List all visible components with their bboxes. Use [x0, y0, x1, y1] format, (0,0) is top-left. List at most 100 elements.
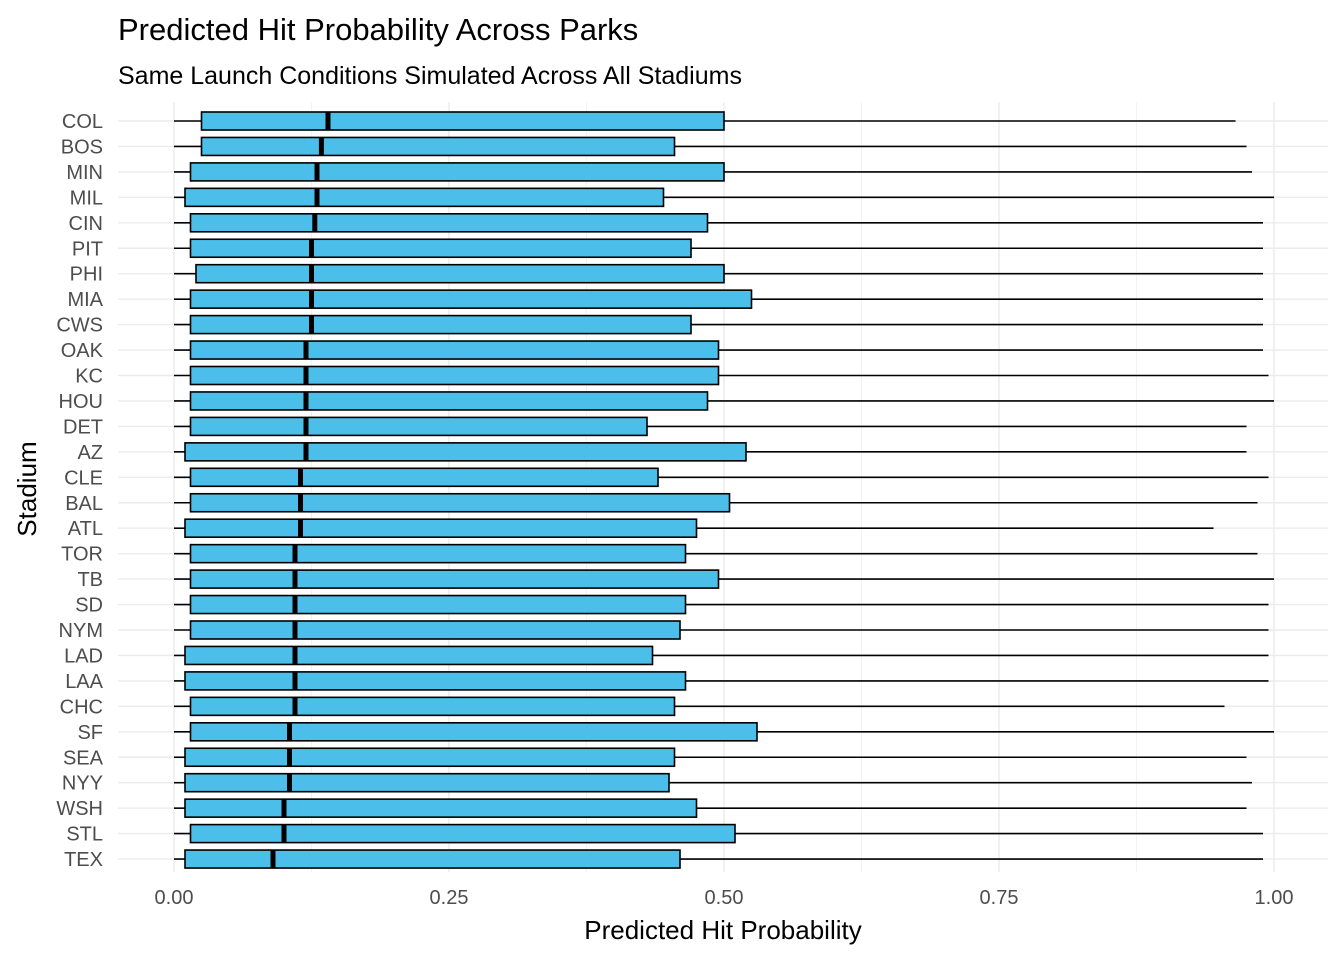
iqr-box	[189, 213, 709, 233]
y-tick-label: CHC	[60, 696, 103, 718]
iqr-box	[184, 442, 747, 462]
box-oak	[174, 340, 1263, 360]
box-det	[174, 416, 1247, 437]
y-tick-label: MIA	[67, 289, 103, 311]
y-tick-label: TOR	[61, 544, 103, 566]
iqr-box	[200, 111, 725, 131]
y-tick-label: WSH	[56, 798, 103, 820]
iqr-box	[189, 365, 720, 386]
iqr-box	[184, 849, 681, 869]
iqr-box	[189, 721, 758, 742]
box-sf	[174, 721, 1274, 742]
iqr-box	[189, 162, 725, 182]
y-tick-label: CIN	[69, 213, 103, 235]
box-tex	[174, 849, 1263, 869]
y-tick-label: CWS	[56, 315, 103, 337]
box-tor	[174, 543, 1258, 564]
x-axis-tick-labels: 0.00 0.25 0.50 0.75 1.00	[155, 887, 1294, 909]
box-bos	[174, 136, 1247, 157]
y-tick-label: MIL	[70, 187, 103, 209]
box-phi	[174, 263, 1263, 284]
x-tick-label: 0.25	[430, 887, 469, 909]
x-tick-label: 0.75	[980, 887, 1019, 909]
y-tick-label: BOS	[61, 136, 103, 158]
y-tick-label: NYM	[59, 620, 103, 642]
iqr-box	[189, 492, 731, 513]
iqr-box	[189, 314, 692, 335]
box-lad	[174, 645, 1269, 666]
box-laa	[174, 671, 1269, 691]
box-az	[174, 442, 1247, 462]
chart-title: Predicted Hit Probability Across Parks	[118, 12, 638, 47]
iqr-box	[184, 798, 698, 818]
iqr-box	[184, 747, 676, 768]
iqr-box	[195, 263, 725, 284]
y-tick-label: CLE	[64, 467, 103, 489]
y-tick-label: SF	[77, 722, 103, 744]
iqr-box	[184, 772, 670, 793]
box-cle	[174, 467, 1269, 488]
y-tick-label: AZ	[77, 442, 103, 464]
iqr-box	[184, 187, 665, 208]
box-tb	[174, 569, 1274, 589]
y-tick-label: STL	[66, 824, 103, 846]
iqr-box	[189, 391, 709, 411]
box-sd	[174, 594, 1269, 615]
box-pit	[174, 238, 1263, 259]
box-sea	[174, 747, 1247, 768]
y-tick-label: LAD	[64, 645, 103, 667]
box-mia	[174, 289, 1263, 309]
iqr-box	[184, 518, 698, 539]
y-tick-label: TEX	[64, 849, 103, 871]
x-tick-label: 0.00	[155, 887, 194, 909]
box-kc	[174, 365, 1269, 386]
y-tick-label: SEA	[63, 747, 104, 769]
box-nym	[174, 620, 1269, 640]
y-tick-label: COL	[62, 111, 103, 133]
box-col	[174, 111, 1236, 131]
box-plots	[174, 111, 1274, 869]
iqr-box	[189, 238, 692, 259]
iqr-box	[189, 543, 687, 564]
y-axis-tick-labels: COL BOS MIN MIL CIN PIT PHI MIA CWS OAK KC HOU DET AZ…	[56, 111, 103, 871]
iqr-box	[189, 696, 676, 717]
iqr-box	[189, 569, 720, 589]
box-atl	[174, 518, 1214, 539]
iqr-box	[189, 620, 681, 640]
y-tick-label: PHI	[70, 264, 103, 286]
iqr-box	[189, 594, 687, 615]
iqr-box	[189, 467, 659, 488]
iqr-box	[184, 645, 654, 666]
iqr-box	[189, 340, 720, 360]
y-tick-label: OAK	[61, 340, 104, 362]
iqr-box	[189, 823, 736, 844]
box-wsh	[174, 798, 1247, 818]
x-axis-title: Predicted Hit Probability	[584, 915, 861, 945]
iqr-box	[189, 289, 753, 309]
y-tick-label: DET	[63, 416, 103, 438]
y-tick-label: KC	[75, 366, 103, 388]
y-tick-label: TB	[77, 569, 103, 591]
box-bal	[174, 492, 1258, 513]
y-axis-title: Stadium	[12, 441, 42, 536]
box-stl	[174, 823, 1263, 844]
box-cws	[174, 314, 1263, 335]
y-tick-label: MIN	[66, 162, 103, 184]
box-min	[174, 162, 1252, 182]
y-tick-label: LAA	[65, 671, 103, 693]
y-tick-label: ATL	[68, 518, 103, 540]
box-cin	[174, 213, 1263, 233]
iqr-box	[189, 416, 648, 437]
box-mil	[174, 187, 1274, 208]
y-tick-label: PIT	[72, 238, 103, 260]
iqr-box	[184, 671, 687, 691]
y-tick-label: HOU	[59, 391, 103, 413]
y-tick-label: NYY	[62, 773, 103, 795]
chart-subtitle: Same Launch Conditions Simulated Across …	[118, 62, 742, 90]
y-tick-label: SD	[75, 595, 103, 617]
iqr-box	[200, 136, 676, 157]
x-tick-label: 0.50	[705, 887, 744, 909]
box-hou	[174, 391, 1274, 411]
box-nyy	[174, 772, 1252, 793]
